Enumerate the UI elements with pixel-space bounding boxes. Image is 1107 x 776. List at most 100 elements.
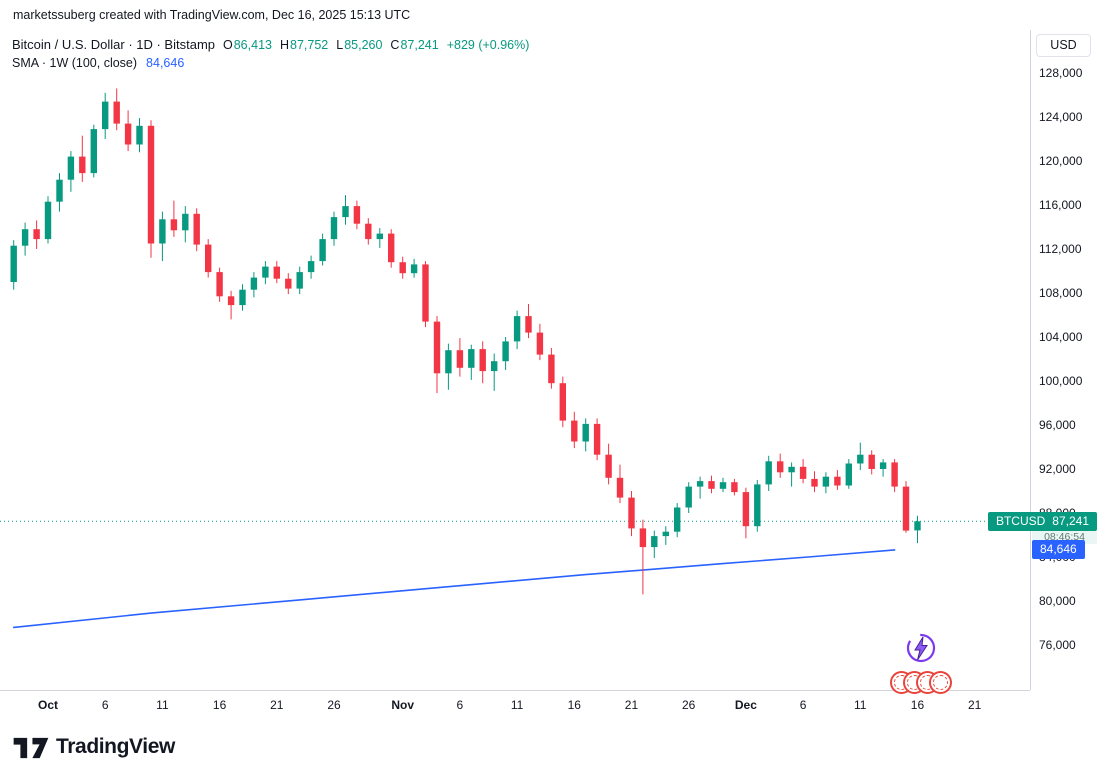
candle-body[interactable] bbox=[891, 462, 898, 487]
candle-body[interactable] bbox=[651, 536, 658, 548]
candle-body[interactable] bbox=[788, 466, 795, 473]
candle-body[interactable] bbox=[811, 478, 818, 487]
candle-body[interactable] bbox=[44, 201, 52, 240]
candle-body[interactable] bbox=[250, 277, 258, 290]
candle-body[interactable] bbox=[273, 266, 280, 279]
candle-body[interactable] bbox=[616, 477, 624, 498]
candle-body[interactable] bbox=[662, 531, 669, 537]
time-tick-label: Oct bbox=[38, 698, 59, 712]
candle-body[interactable] bbox=[685, 486, 692, 508]
candle-body[interactable] bbox=[879, 462, 887, 469]
candle-body[interactable] bbox=[491, 361, 498, 372]
candle-body[interactable] bbox=[239, 289, 246, 306]
candle-body[interactable] bbox=[136, 125, 143, 145]
badge-symbol: BTCUSD bbox=[995, 513, 1046, 528]
candle-body[interactable] bbox=[696, 481, 704, 487]
candle-body[interactable] bbox=[445, 350, 452, 374]
candle-body[interactable] bbox=[777, 461, 784, 473]
candle-body[interactable] bbox=[227, 296, 235, 306]
candle-body[interactable] bbox=[822, 476, 830, 487]
candle-body[interactable] bbox=[605, 454, 612, 478]
candle-body[interactable] bbox=[902, 486, 910, 531]
candle-body[interactable] bbox=[502, 341, 509, 362]
candle-body[interactable] bbox=[857, 454, 864, 464]
time-axis[interactable]: Oct 6 11 16 21 26 Nov 6 11 16 21 26 Dec 6 11 16 21 bbox=[0, 690, 1030, 718]
ohlc-value: 87,752 bbox=[290, 38, 329, 52]
candle-body[interactable] bbox=[205, 244, 212, 273]
candle-body[interactable] bbox=[102, 101, 109, 130]
candle-body[interactable] bbox=[147, 125, 155, 244]
candle-body[interactable] bbox=[742, 492, 750, 527]
candle-body[interactable] bbox=[479, 349, 486, 372]
price-tick-label: 104,000 bbox=[1039, 330, 1083, 344]
candle-body[interactable] bbox=[548, 354, 555, 384]
candle-body[interactable] bbox=[754, 484, 761, 527]
candle-body[interactable] bbox=[376, 233, 383, 240]
candle-body[interactable] bbox=[365, 223, 372, 240]
candle-body[interactable] bbox=[845, 463, 852, 486]
candle-body[interactable] bbox=[79, 156, 86, 174]
candle-body[interactable] bbox=[33, 229, 40, 240]
candle-body[interactable] bbox=[799, 466, 807, 479]
candle-body[interactable] bbox=[674, 507, 681, 532]
candle-body[interactable] bbox=[388, 233, 395, 263]
candlestick-chart[interactable] bbox=[0, 30, 1030, 690]
time-tick-label: 16 bbox=[567, 698, 581, 712]
candle-body[interactable] bbox=[559, 383, 566, 421]
time-tick-label: 16 bbox=[910, 698, 925, 712]
candle-body[interactable] bbox=[330, 217, 338, 240]
candle-body[interactable] bbox=[433, 321, 441, 374]
candle-body[interactable] bbox=[399, 262, 406, 274]
candle-body[interactable] bbox=[525, 316, 532, 333]
candle-body[interactable] bbox=[342, 206, 349, 218]
candle-body[interactable] bbox=[410, 264, 418, 274]
candle-body[interactable] bbox=[536, 332, 544, 355]
price-axis[interactable]: USD 128,000 124,000 120,000 116,000 112,000 1… bbox=[1030, 30, 1107, 690]
candle-body[interactable] bbox=[90, 129, 97, 174]
candle-body[interactable] bbox=[67, 156, 75, 180]
candle-body[interactable] bbox=[113, 101, 120, 124]
candle-body[interactable] bbox=[182, 213, 189, 231]
candle-body[interactable] bbox=[216, 272, 223, 297]
candle-body[interactable] bbox=[582, 423, 589, 442]
candle-body[interactable] bbox=[468, 349, 475, 368]
candle-body[interactable] bbox=[193, 213, 200, 245]
time-tick-label: 6 bbox=[101, 698, 109, 712]
candle-body[interactable] bbox=[10, 245, 17, 282]
candle-body[interactable] bbox=[170, 219, 178, 231]
tradingview-logo-icon[interactable] bbox=[13, 734, 49, 761]
currency-unit-button[interactable]: USD bbox=[1036, 34, 1091, 57]
candle-body[interactable] bbox=[708, 481, 715, 489]
candle-body[interactable] bbox=[719, 482, 727, 489]
sma-line[interactable] bbox=[12, 549, 896, 629]
candle-body[interactable] bbox=[593, 423, 601, 455]
candle-body[interactable] bbox=[296, 272, 303, 289]
candle-body[interactable] bbox=[262, 266, 269, 278]
symbol-title[interactable]: Bitcoin / U.S. Dollar · 1D · Bitstamp bbox=[12, 37, 215, 52]
candle-body[interactable] bbox=[513, 316, 521, 342]
candle-body[interactable] bbox=[731, 482, 738, 493]
tradingview-logo-text[interactable]: TradingView bbox=[56, 735, 175, 758]
candle-body[interactable] bbox=[21, 229, 29, 246]
candle-body[interactable] bbox=[353, 206, 361, 224]
candle-body[interactable] bbox=[628, 497, 635, 529]
candle-body[interactable] bbox=[56, 179, 63, 202]
ohlc-label: C bbox=[390, 38, 400, 52]
candle-body[interactable] bbox=[319, 239, 326, 262]
indicator-title[interactable]: SMA · 1W (100, close) bbox=[12, 56, 138, 70]
candle-body[interactable] bbox=[124, 123, 132, 145]
candle-body[interactable] bbox=[422, 264, 429, 322]
candle-body[interactable] bbox=[765, 461, 772, 485]
candle-body[interactable] bbox=[159, 219, 166, 244]
candle-body[interactable] bbox=[868, 454, 875, 469]
candle-body[interactable] bbox=[834, 476, 841, 486]
candle-body[interactable] bbox=[571, 420, 578, 442]
candle-body[interactable] bbox=[914, 521, 921, 531]
candle-body[interactable] bbox=[456, 350, 464, 368]
candle-body[interactable] bbox=[639, 528, 647, 548]
candle-body[interactable] bbox=[307, 261, 315, 273]
candle-body[interactable] bbox=[285, 278, 292, 289]
time-tick-label: Dec bbox=[734, 698, 757, 712]
